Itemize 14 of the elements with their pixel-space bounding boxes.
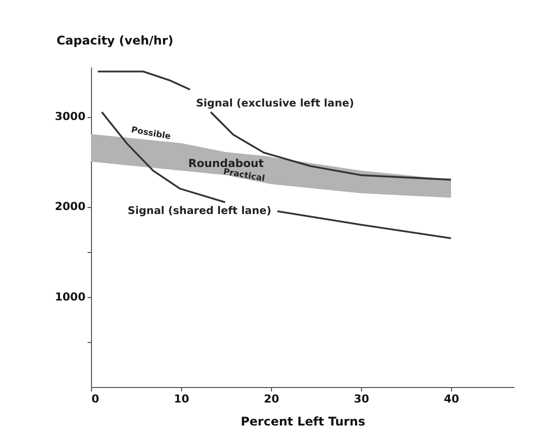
x-tick-label: 30 <box>354 392 370 406</box>
y-tick-label: 2000 <box>54 200 86 214</box>
x-axis-title: Percent Left Turns <box>240 414 366 428</box>
y-tick-label: 3000 <box>54 110 86 124</box>
annotation: Practical <box>222 167 266 184</box>
annotation: Possible <box>130 125 172 142</box>
x-tick-label: 10 <box>174 392 190 406</box>
series-label: Signal (shared left lane) <box>128 205 272 218</box>
y-axis-title: Capacity (veh/hr) <box>56 34 174 48</box>
x-tick-label: 0 <box>92 392 100 406</box>
x-tick-label: 20 <box>264 392 280 406</box>
series-label: Signal (exclusive left lane) <box>196 98 354 110</box>
x-tick-label: 40 <box>444 392 460 406</box>
y-tick-label: 1000 <box>54 290 86 304</box>
